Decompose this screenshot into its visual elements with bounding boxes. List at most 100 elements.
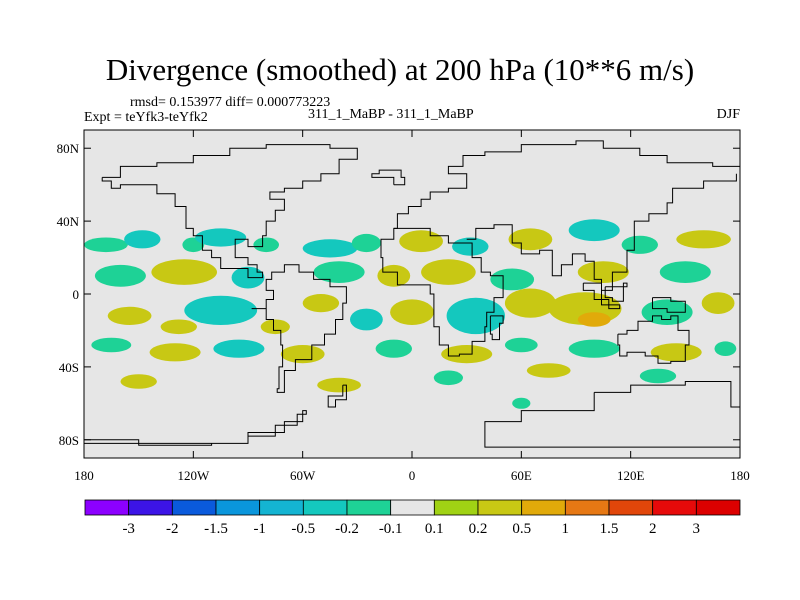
field-blob-1 — [124, 230, 161, 249]
field-blob-42 — [568, 339, 620, 358]
field-blob-22 — [107, 306, 152, 325]
field-blob-0 — [84, 237, 128, 253]
coastline-12 — [489, 315, 504, 341]
x-tick-label-5: 120E — [617, 468, 645, 483]
colorbar-label-13: 3 — [693, 521, 701, 537]
field-blob-30 — [504, 288, 556, 318]
field-blob-43 — [650, 343, 702, 362]
field-blob-48 — [526, 363, 571, 378]
field-blob-18 — [421, 259, 476, 285]
colorbar-box-1 — [128, 499, 173, 516]
colorbar-box-5 — [302, 499, 348, 516]
x-tick-label-4: 60E — [511, 468, 532, 483]
field-blob-4 — [253, 237, 279, 253]
field-blob-36 — [149, 343, 201, 362]
y-tick-label-3: 40S — [59, 360, 79, 375]
field-blob-13 — [94, 264, 146, 287]
colorbar-box-3 — [215, 499, 261, 516]
field-blob-38 — [280, 345, 325, 364]
coastline-8 — [371, 169, 406, 186]
colorbar-label-10: 1 — [562, 521, 570, 537]
experiment-label: Expt = teYfk3-teYfk2 — [84, 110, 208, 125]
y-tick-label-0: 80N — [57, 141, 80, 156]
y-tick-label-2: 0 — [73, 287, 80, 302]
coastline-10 — [604, 282, 628, 302]
colorbar-label-11: 1.5 — [600, 521, 619, 537]
chart-title: Divergence (smoothed) at 200 hPa (10**6 … — [105, 52, 695, 87]
field-blob-26 — [302, 294, 340, 313]
coastline-0 — [84, 410, 307, 448]
coastline-5 — [466, 173, 737, 291]
coastline-13 — [101, 144, 358, 279]
colorbar-box-2 — [171, 499, 217, 516]
field-blob-47 — [433, 370, 463, 386]
colorbar-label-5: -0.2 — [335, 521, 359, 537]
colorbar-box-14 — [695, 499, 741, 516]
field-blob-21 — [659, 261, 711, 283]
field-blob-50 — [512, 397, 531, 409]
field-blob-32 — [577, 312, 611, 327]
field-blob-23 — [160, 319, 197, 335]
x-tick-label-0: 180 — [74, 468, 94, 483]
colorbar-box-8 — [433, 499, 479, 516]
field-blob-6 — [351, 233, 381, 253]
field-blob-9 — [508, 228, 553, 251]
coastline-3 — [380, 227, 504, 357]
season-label: DJF — [716, 107, 740, 122]
colorbar-box-13 — [652, 499, 697, 516]
colorbar: -3 -2 -1.5 -1 -0.5 -0.2 -0.1 0.1 0.2 0.5 1 1.5 2 3 — [84, 499, 741, 537]
colorbar-label-7: 0.1 — [425, 521, 444, 537]
field-blob-37 — [213, 339, 265, 358]
coastline-6 — [617, 315, 690, 364]
stats-line: rmsd= 0.153977 diff= 0.000773223 — [130, 95, 331, 110]
field-blob-14 — [151, 259, 217, 285]
y-tick-label-1: 40N — [57, 214, 80, 229]
colorbar-label-1: -2 — [166, 521, 179, 537]
field-blob-28 — [390, 299, 434, 326]
field-blob-5 — [302, 239, 358, 258]
field-blob-17 — [377, 264, 411, 287]
colorbar-label-8: 0.2 — [469, 521, 488, 537]
field-blob-8 — [452, 237, 489, 256]
field-blob-27 — [350, 308, 383, 331]
colorbar-label-4: -0.5 — [291, 521, 315, 537]
colorbar-label-3: -1 — [253, 521, 266, 537]
colorbar-box-7 — [390, 499, 435, 516]
field-blob-10 — [568, 219, 620, 242]
coastline-9 — [582, 282, 621, 310]
field-layer — [84, 219, 737, 409]
colorbar-box-11 — [564, 499, 610, 516]
field-blob-25 — [260, 319, 290, 335]
field-blob-49 — [639, 368, 677, 384]
x-tick-label-1: 120W — [177, 468, 210, 483]
coastline-2 — [327, 384, 347, 408]
field-blob-41 — [504, 337, 538, 353]
coastline-1 — [251, 264, 347, 393]
colorbar-label-0: -3 — [122, 521, 135, 537]
case-label: 311_1_MaBP - 311_1_MaBP — [308, 107, 474, 122]
colorbar-label-12: 2 — [649, 521, 657, 537]
field-blob-39 — [375, 339, 412, 358]
colorbar-box-9 — [477, 499, 523, 516]
colorbar-label-2: -1.5 — [204, 521, 228, 537]
field-blob-3 — [195, 228, 247, 247]
colorbar-box-6 — [346, 499, 392, 516]
field-blob-7 — [399, 230, 443, 253]
field-blob-46 — [317, 377, 361, 393]
field-blob-19 — [490, 268, 535, 291]
coastline-4 — [393, 140, 740, 229]
x-tick-label-6: 180 — [730, 468, 750, 483]
colorbar-box-4 — [259, 499, 304, 516]
colorbar-label-6: -0.1 — [379, 521, 403, 537]
field-blob-45 — [120, 374, 157, 389]
field-blob-20 — [577, 261, 629, 283]
colorbar-label-9: 0.5 — [512, 521, 531, 537]
field-blob-11 — [621, 235, 658, 254]
coastline-layer — [84, 140, 740, 448]
coastline-11 — [652, 297, 686, 313]
coastline-7 — [484, 381, 740, 448]
colorbar-box-0 — [84, 499, 130, 516]
plot-background — [84, 130, 740, 458]
field-blob-44 — [714, 341, 737, 357]
field-blob-24 — [184, 295, 258, 325]
